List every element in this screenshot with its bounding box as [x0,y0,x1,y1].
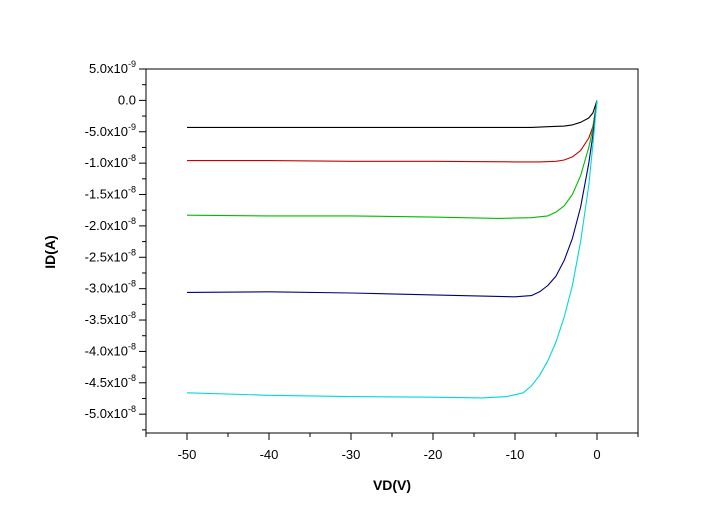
y-tick-exponent: -8 [128,153,136,163]
y-tick-exponent: -9 [128,59,136,69]
y-tick-mantissa: -2.5x10 [85,249,128,264]
series-line-red [187,100,598,163]
series-layer [186,100,598,399]
y-tick-label: -4.5x10-8 [85,373,136,390]
y-tick-mantissa: -1.0x10 [85,155,128,170]
y-tick-label: -3.0x10-8 [85,279,136,296]
y-tick-mantissa: 5.0x10 [89,61,128,76]
series-line-cyan [186,100,598,399]
x-tick-label: 0 [593,447,600,462]
y-tick-mantissa: -3.5x10 [85,312,128,327]
y-tick-label: -5.0x10-8 [85,404,136,421]
x-axis: -50 -40 -30 -20 -10 0 [178,433,601,462]
minor-ticks [142,84,639,437]
y-tick-mantissa: -4.0x10 [85,343,128,358]
x-axis-title: VD(V) [373,477,411,493]
plot-frame [145,68,639,434]
y-tick-exponent: -8 [128,185,136,195]
y-tick-mantissa: -5.0x10 [85,124,128,139]
y-tick-label: -5.0x10-9 [85,122,136,139]
y-tick-exponent: -8 [128,247,136,257]
y-tick-mantissa: -2.0x10 [85,218,128,233]
x-tick-label: -50 [178,447,197,462]
x-tick-label: -20 [424,447,443,462]
x-tick-label: -40 [260,447,279,462]
y-tick-exponent: -9 [128,122,136,132]
y-tick-label: -1.5x10-8 [85,185,136,202]
y-tick-label: 0.0 [118,92,136,107]
y-tick-label: -2.5x10-8 [85,247,136,264]
y-tick-mantissa: -1.5x10 [85,187,128,202]
y-tick-exponent: -8 [128,216,136,226]
y-tick-label: 5.0x10-9 [89,59,136,76]
y-tick-mantissa: -4.5x10 [85,375,128,390]
series-line-blue [186,100,598,298]
y-tick-label: -3.5x10-8 [85,310,136,327]
y-tick-mantissa: 0.0 [118,92,136,107]
y-tick-exponent: -8 [128,373,136,383]
y-tick-label: -2.0x10-8 [85,216,136,233]
series-line-green [186,100,598,219]
y-tick-exponent: -8 [128,341,136,351]
y-tick-mantissa: -5.0x10 [85,406,128,421]
y-tick-label: -1.0x10-8 [85,153,136,170]
y-tick-exponent: -8 [128,310,136,320]
y-tick-exponent: -8 [128,404,136,414]
x-tick-label: -30 [342,447,361,462]
series-line-black [187,100,598,128]
x-tick-label: -10 [506,447,525,462]
y-axis-title: ID(A) [42,235,58,268]
y-tick-exponent: -8 [128,279,136,289]
y-axis: 5.0x10-90.0-5.0x10-9-1.0x10-8-1.5x10-8-2… [85,59,146,421]
y-tick-mantissa: -3.0x10 [85,281,128,296]
y-tick-label: -4.0x10-8 [85,341,136,358]
